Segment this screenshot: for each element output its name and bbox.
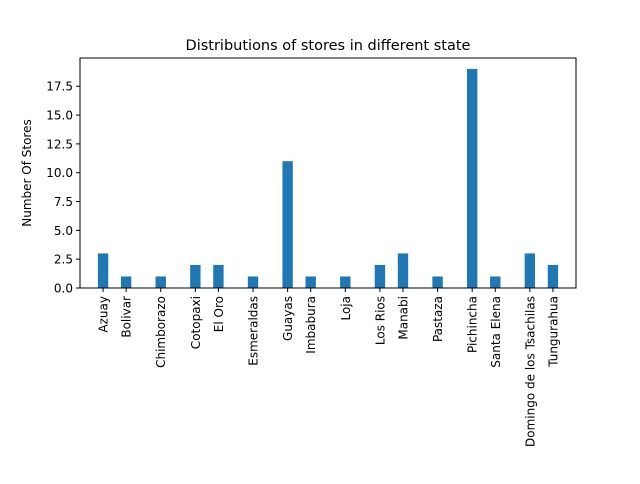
x-tick-label: Imbabura (304, 296, 318, 354)
bar-loja (340, 276, 351, 288)
y-tick-label: 10.0 (46, 166, 73, 180)
bar-cotopaxi (190, 264, 201, 288)
bar-el-oro (213, 264, 224, 288)
bar-guayas (282, 161, 293, 288)
bar-bolivar (120, 276, 132, 288)
x-tick-label: Chimborazo (154, 296, 168, 368)
y-tick-label: 15.0 (46, 109, 73, 123)
y-tick-label: 0.0 (54, 282, 73, 296)
x-tick-label: Cotopaxi (189, 296, 203, 349)
x-tick-label: Pastaza (431, 296, 445, 342)
x-tick-label: Los Rios (373, 296, 387, 345)
bar-pastaza (432, 276, 443, 288)
bar-azuay (97, 253, 109, 288)
bars-group (97, 68, 559, 288)
x-tick-label: El Oro (212, 296, 226, 332)
x-tick-label: Loja (339, 296, 353, 321)
bar-imbabura (305, 276, 316, 288)
x-tick-label: Tungurahua (546, 296, 560, 368)
plot-frame (79, 57, 577, 289)
x-tick-label: Domingo de los Tsachilas (523, 296, 537, 447)
x-tick-label: Bolivar (120, 296, 134, 338)
bar-tungurahua (547, 264, 559, 288)
y-axis-label: Number Of Stores (20, 119, 34, 226)
bar-los-rios (374, 264, 386, 288)
y-tick-label: 5.0 (54, 224, 73, 238)
x-tick-label: Guayas (281, 296, 295, 341)
x-tick-label: Pichincha (466, 296, 480, 353)
x-tick-label: Manabi (396, 296, 410, 340)
x-tick-label: Santa Elena (489, 296, 503, 368)
x-ticks: Azuay Bolivar Chimborazo Cotopaxi El Oro Esme… (97, 288, 560, 447)
y-tick-label: 12.5 (46, 137, 73, 151)
bar-manabi (397, 253, 409, 288)
bar-esmeraldas (247, 276, 259, 288)
y-tick-label: 17.5 (46, 80, 73, 94)
bar-domingo-de-los-tsachilas (524, 253, 536, 288)
bar-santa-elena (490, 276, 501, 288)
x-tick-label: Azuay (97, 296, 111, 333)
y-tick-label: 7.5 (54, 195, 73, 209)
y-tick-label: 2.5 (54, 253, 73, 267)
y-ticks: 0.0 2.5 5.0 7.5 10.0 12.5 15.0 17.5 (46, 80, 80, 296)
bar-chimborazo (155, 276, 166, 288)
x-tick-label: Esmeraldas (247, 296, 261, 366)
chart-title: Distributions of stores in different sta… (186, 38, 471, 54)
bar-pichincha (466, 68, 478, 288)
